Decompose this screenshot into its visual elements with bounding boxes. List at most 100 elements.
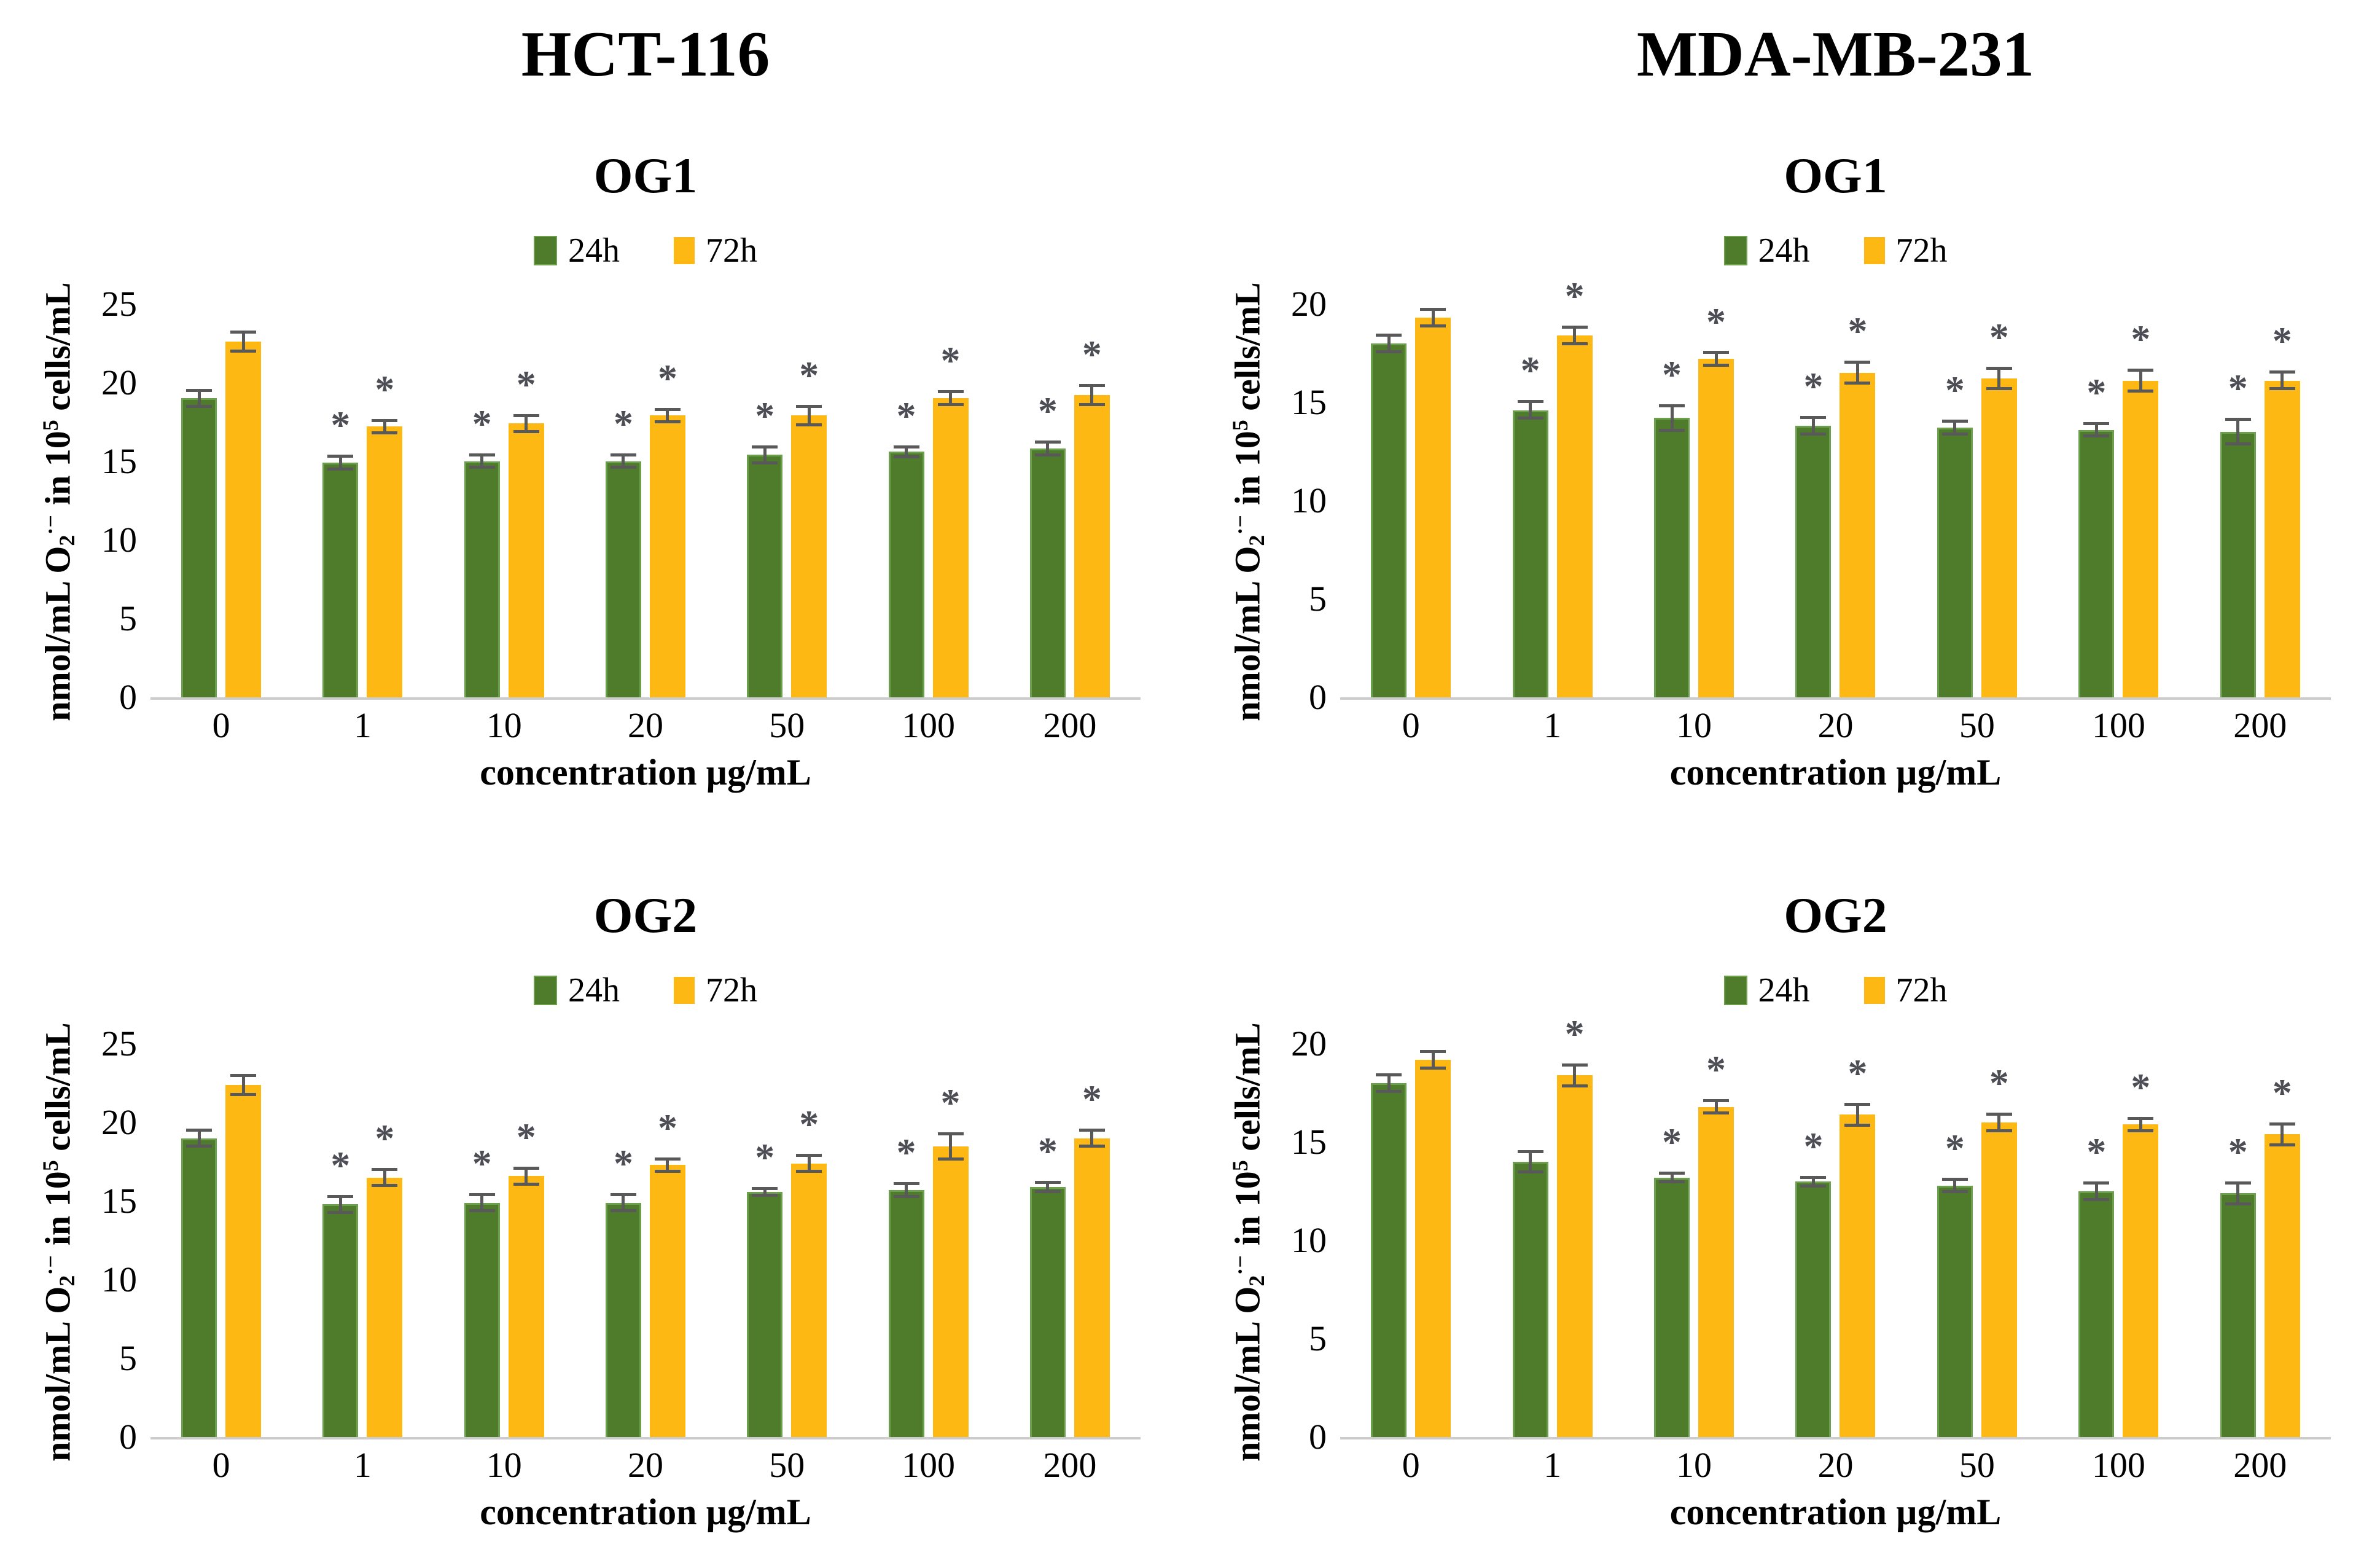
bar-slot: *: [508, 304, 544, 697]
error-bar: [372, 418, 398, 435]
error-bar: [230, 1073, 257, 1096]
chart: nmol/mL O2·−in 105 cells/mL 0 5 10 15 20 * * *…: [1214, 276, 2331, 721]
error-bar: [752, 1187, 778, 1197]
significance-asterisk: *: [2272, 1071, 2292, 1115]
error-bar: [1844, 361, 1871, 385]
y-tick-label: 25: [101, 1024, 137, 1064]
error-bar: [1517, 1149, 1543, 1174]
plot-area: * * * * * * * * * * *: [1340, 1014, 2331, 1440]
error-bar-line: [666, 1160, 669, 1170]
bar-group-20: * *: [575, 304, 716, 697]
y-tick-label: 5: [119, 598, 137, 638]
bar-group-1: *: [1481, 1014, 1623, 1438]
error-bar-line: [1997, 370, 2001, 388]
bar-72h-200: [1074, 395, 1110, 697]
error-bar-line: [1811, 1178, 1815, 1185]
significance-asterisk: *: [2131, 1065, 2151, 1109]
bar-slot: *: [1074, 1044, 1110, 1438]
bar-slot: *: [888, 304, 924, 697]
bar-slot: *: [791, 304, 827, 697]
error-bar-line: [1953, 423, 1957, 433]
significance-asterisk: *: [755, 394, 775, 438]
bar-slot: *: [1074, 304, 1110, 697]
significance-asterisk: *: [1706, 1047, 1726, 1091]
bar-slot: [181, 304, 217, 697]
legend-label-24h: 24h: [568, 231, 620, 270]
bar-24h-1: [1512, 1162, 1548, 1438]
x-tick-label: 0: [1402, 1445, 1420, 1486]
bar-slot: *: [1840, 304, 1876, 697]
error-bar: [1986, 367, 2012, 391]
significance-asterisk: *: [2086, 370, 2107, 414]
bar-group-200: * *: [999, 1044, 1141, 1438]
bar-slot: *: [1981, 304, 2017, 697]
bar-72h-1: [1556, 1075, 1593, 1438]
legend: 24h 72h: [1340, 231, 2331, 270]
error-bar-line: [1387, 336, 1391, 350]
bar-slot: *: [367, 304, 403, 697]
error-bar-line: [1573, 328, 1577, 342]
significance-asterisk: *: [1082, 332, 1102, 377]
x-axis-title: concentration µg/mL: [1669, 751, 2002, 793]
legend-swatch-72h: [674, 237, 695, 264]
bar-24h-200: [2220, 431, 2256, 697]
bar-72h-20: [1840, 372, 1876, 697]
legend: 24h 72h: [150, 971, 1141, 1010]
bar-24h-10: [464, 1202, 500, 1438]
bar-group-0: [1340, 304, 1481, 697]
bar-slot: *: [1654, 1044, 1690, 1438]
error-bar: [2269, 370, 2295, 391]
error-bar: [513, 1166, 539, 1186]
y-axis-ticks: 0 5 10 15 20: [1282, 286, 1340, 715]
bar-group-200: * *: [2190, 304, 2331, 697]
bar-24h-10: [1654, 418, 1690, 697]
error-bar: [937, 390, 964, 407]
error-bar: [1986, 1113, 2012, 1133]
y-tick-label: 20: [101, 362, 137, 402]
bar-slot: *: [747, 1044, 783, 1438]
bar-slot: *: [1795, 1044, 1832, 1438]
chart: nmol/mL O2·−in 105 cells/mL 0 5 10 15 20 25 *…: [25, 282, 1141, 721]
bar-slot: *: [747, 304, 783, 697]
bar-group-10: * *: [1623, 302, 1765, 697]
error-bar-line: [480, 456, 484, 466]
x-tick-label: 100: [2091, 705, 2145, 745]
bar-slot: *: [1029, 1044, 1066, 1438]
bar-slot: [225, 304, 262, 697]
significance-asterisk: *: [2131, 317, 2151, 361]
bar-72h-50: [1981, 1122, 2017, 1438]
error-bar: [1941, 1177, 1968, 1194]
significance-asterisk: *: [375, 1116, 395, 1161]
error-bar-line: [1090, 1132, 1094, 1145]
x-tick-label: 10: [486, 705, 522, 745]
legend-label-72h: 72h: [706, 971, 757, 1010]
error-bar-line: [383, 1171, 386, 1185]
bar-72h-200: [2264, 1134, 2300, 1438]
legend-swatch-72h: [674, 977, 695, 1005]
error-bar: [610, 1193, 636, 1213]
error-bar: [2128, 369, 2154, 393]
error-bar-line: [1670, 1175, 1674, 1181]
bar-72h-20: [649, 1165, 685, 1438]
y-axis-title: nmol/mL O2·−in 105 cells/mL: [1227, 282, 1269, 721]
bar-slot: *: [2078, 304, 2115, 697]
y-tick-label: 10: [1291, 480, 1327, 520]
bar-72h-20: [1840, 1114, 1876, 1438]
bar-slot: *: [932, 1044, 969, 1438]
bar-slot: *: [649, 1044, 685, 1438]
y-tick-label: 0: [1309, 676, 1327, 717]
significance-asterisk: *: [1564, 1012, 1585, 1056]
cell-line-title: HCT-116: [521, 18, 770, 90]
bar-24h-100: [2078, 429, 2115, 697]
x-tick-label: 200: [1043, 705, 1097, 745]
error-bar-line: [1855, 1106, 1859, 1124]
legend-label-72h: 72h: [1895, 231, 1948, 270]
bar-slot: [1371, 1044, 1407, 1438]
y-axis-title: nmol/mL O2·−in 105 cells/mL: [1227, 1022, 1269, 1462]
bar-24h-50: [1937, 428, 1973, 697]
error-bar: [2269, 1122, 2295, 1146]
significance-asterisk: *: [472, 401, 492, 445]
error-bar: [1517, 400, 1543, 420]
x-axis-title: concentration µg/mL: [1669, 1492, 2002, 1533]
bar-24h-1: [322, 1204, 359, 1438]
